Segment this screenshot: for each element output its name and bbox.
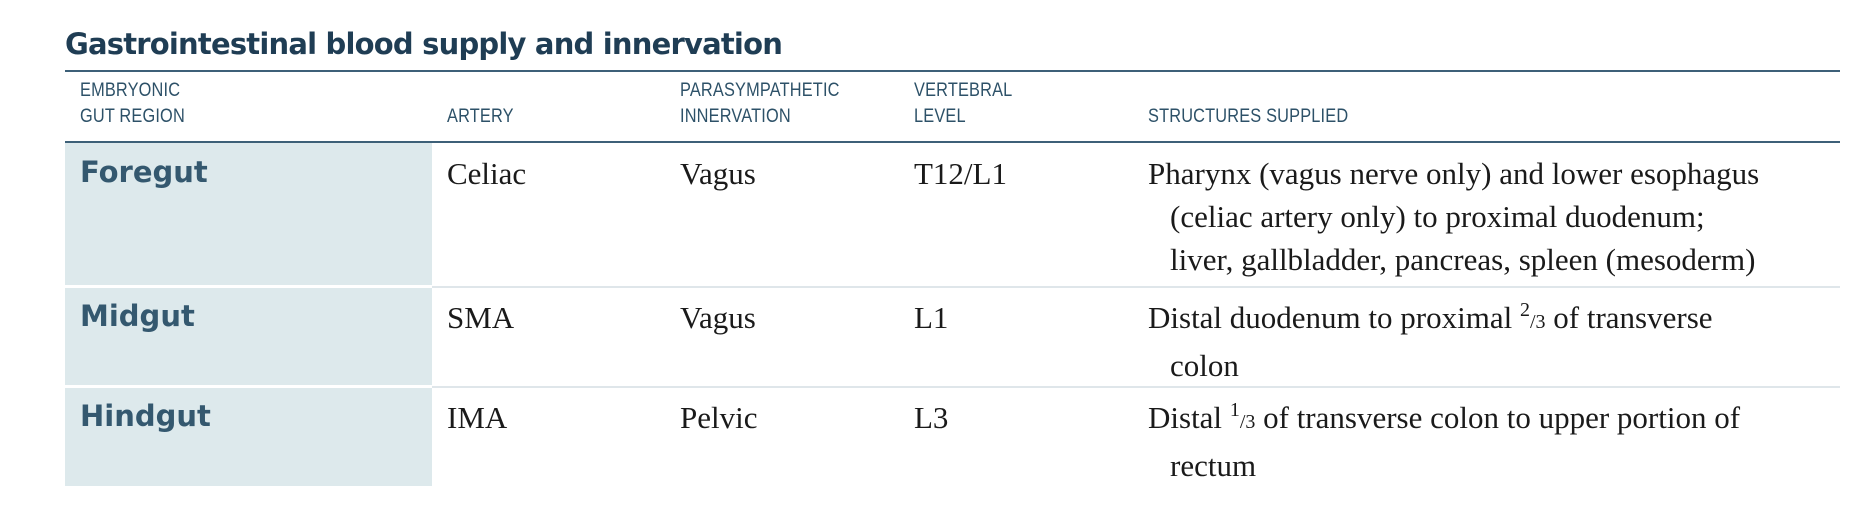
fraction-numerator: 2 — [1519, 299, 1530, 321]
region-label: Hindgut — [80, 399, 211, 433]
structures-line: liver, gallbladder, pancreas, spleen (me… — [1170, 242, 1756, 277]
header-line: GUT REGION — [80, 106, 185, 127]
structures-line: colon — [1170, 348, 1239, 383]
structures-line: Pharynx (vagus nerve only) and lower eso… — [1148, 156, 1760, 191]
fraction-numerator: 1 — [1229, 399, 1240, 421]
fraction-denominator: /3 — [1239, 411, 1256, 433]
structures-line: Distal duodenum to proximal 2/3 of trans… — [1148, 296, 1838, 344]
row-separator — [432, 286, 1840, 288]
structures-line: (celiac artery only) to proximal duodenu… — [1170, 199, 1705, 234]
vertebral-level-cell: L3 — [914, 400, 949, 435]
table-title: Gastrointestinal blood supply and innerv… — [65, 27, 783, 61]
header-line: EMBRYONIC — [80, 80, 181, 101]
parasympathetic-cell: Vagus — [680, 300, 756, 335]
vertebral-level-cell: T12/L1 — [914, 156, 1007, 191]
parasympathetic-cell: Vagus — [680, 156, 756, 191]
structures-cell: Pharynx (vagus nerve only) and lower eso… — [1148, 152, 1838, 281]
title-rule — [65, 70, 1840, 72]
region-label: Midgut — [80, 299, 195, 333]
artery-cell: Celiac — [447, 156, 527, 191]
structures-text: Distal — [1148, 400, 1230, 435]
structures-text: of transverse colon to upper portion of — [1255, 400, 1741, 435]
artery-cell: IMA — [447, 400, 508, 435]
region-separator — [65, 385, 432, 388]
header-rule — [65, 141, 1840, 143]
structures-text: Distal duodenum to proximal — [1148, 300, 1520, 335]
region-column-band — [65, 143, 432, 486]
header-line: LEVEL — [914, 106, 966, 127]
header-structures-supplied: STRUCTURES SUPPLIED — [1148, 104, 1348, 130]
fraction: 1/3 — [1230, 400, 1256, 433]
header-line: INNERVATION — [680, 106, 791, 127]
region-separator — [65, 285, 432, 288]
structures-cell: Distal 1/3 of transverse colon to upper … — [1148, 396, 1838, 487]
header-parasympathetic-innervation: PARASYMPATHETIC INNERVATION — [680, 78, 840, 130]
structures-line: rectum — [1170, 448, 1257, 483]
structures-line: Distal 1/3 of transverse colon to upper … — [1148, 396, 1838, 444]
row-separator — [432, 386, 1840, 388]
structures-text: of transverse — [1545, 300, 1713, 335]
artery-cell: SMA — [447, 300, 515, 335]
fraction-denominator: /3 — [1529, 311, 1546, 333]
header-vertebral-level: VERTEBRAL LEVEL — [914, 78, 1012, 130]
structures-cell: Distal duodenum to proximal 2/3 of trans… — [1148, 296, 1838, 387]
parasympathetic-cell: Pelvic — [680, 400, 758, 435]
header-embryonic-gut-region: EMBRYONIC GUT REGION — [80, 78, 185, 130]
header-line: PARASYMPATHETIC — [680, 80, 840, 101]
header-artery: ARTERY — [447, 104, 514, 130]
region-label: Foregut — [80, 155, 208, 189]
vertebral-level-cell: L1 — [914, 300, 949, 335]
header-line: STRUCTURES SUPPLIED — [1148, 106, 1349, 127]
header-line: ARTERY — [447, 106, 514, 127]
header-line: VERTEBRAL — [914, 80, 1013, 101]
fraction: 2/3 — [1520, 300, 1546, 333]
